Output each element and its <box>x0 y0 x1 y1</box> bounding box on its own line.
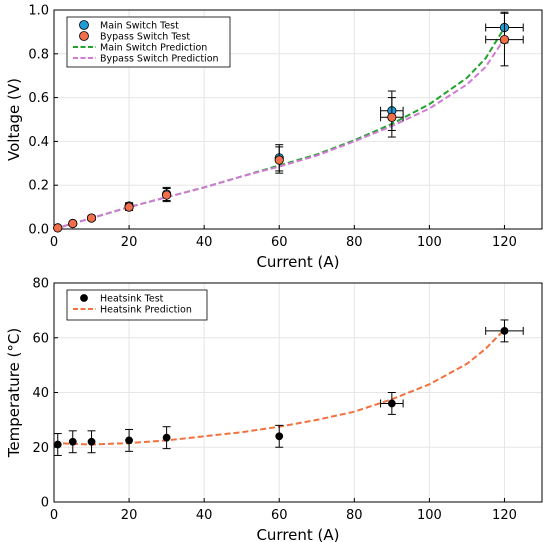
x-tick-label: 100 <box>417 235 442 250</box>
legend-item: Bypass Switch Test <box>79 31 190 43</box>
y-tick-label: 0.8 <box>28 47 49 62</box>
legend-label: Main Switch Test <box>100 21 179 32</box>
data-point <box>68 437 77 446</box>
x-tick-label: 40 <box>196 235 213 250</box>
legend-label: Main Switch Prediction <box>100 43 207 54</box>
x-axis-label: Current (A) <box>256 526 339 542</box>
data-point <box>162 190 172 200</box>
y-tick-label: 40 <box>32 386 49 401</box>
plot-frame <box>53 9 543 230</box>
x-tick-label: 0 <box>50 508 58 523</box>
x-tick-label: 120 <box>492 235 517 250</box>
legend-item: Main Switch Test <box>79 20 179 32</box>
legend-label: Bypass Switch Test <box>100 32 190 43</box>
y-tick-label: 0.0 <box>28 223 49 238</box>
legend-item: Bypass Switch Prediction <box>73 54 219 65</box>
y-axis-label: Temperature (°C) <box>5 328 23 458</box>
data-point <box>500 327 509 335</box>
legend-label: Heatsink Test <box>100 294 164 305</box>
y-tick-label: 0.2 <box>28 179 49 194</box>
y-tick-label: 80 <box>32 277 49 292</box>
x-tick-label: 80 <box>346 235 363 250</box>
legend-box <box>66 16 231 68</box>
y-tick-label: 1.0 <box>28 4 49 19</box>
chart-1: 0 20 40 60 80 100 120 0.0 0.2 0.4 0.6 0.8 1.0 Current… <box>5 4 543 271</box>
x-tick-label: 80 <box>346 508 363 523</box>
x-tick-label: 20 <box>121 235 138 250</box>
x-tick-label: 100 <box>417 508 442 523</box>
data-point <box>68 218 78 229</box>
x-tick-label: 60 <box>271 508 288 523</box>
legend-label: Heatsink Prediction <box>100 305 192 316</box>
data-point <box>499 34 510 45</box>
x-tick-label: 120 <box>492 508 517 523</box>
x-tick-label: 0 <box>50 235 58 250</box>
series-line-4 <box>54 37 506 229</box>
x-tick-label: 60 <box>271 235 288 250</box>
legend-marker <box>80 294 88 302</box>
data-point <box>124 202 134 212</box>
chart-2: 0 20 40 60 80 100 120 0 20 40 60 80 Current (A) Tempe… <box>5 277 543 542</box>
legend-marker <box>79 20 89 30</box>
y-axis-label: Voltage (V) <box>5 78 23 161</box>
legend-label: Bypass Switch Prediction <box>100 54 219 65</box>
y-tick-label: 20 <box>32 441 49 456</box>
x-tick-label: 40 <box>196 508 213 523</box>
data-point <box>125 436 133 445</box>
series-line-2 <box>54 328 506 446</box>
legend-item: Heatsink Prediction <box>73 305 192 316</box>
data-point <box>387 112 397 122</box>
data-point <box>53 223 63 233</box>
legend-item: Heatsink Test <box>80 294 164 305</box>
data-point <box>86 213 97 223</box>
data-point <box>275 432 284 441</box>
y-tick-label: 0.4 <box>28 135 49 150</box>
data-point <box>53 440 62 449</box>
y-tick-label: 0 <box>41 496 49 511</box>
legend-marker <box>79 31 89 41</box>
y-tick-label: 0.6 <box>28 91 49 106</box>
legend-item: Main Switch Prediction <box>73 43 207 54</box>
y-tick-label: 60 <box>32 331 49 346</box>
data-point <box>274 155 284 165</box>
data-point <box>162 433 171 442</box>
data-point <box>387 399 396 408</box>
data-point <box>87 437 96 446</box>
series-points-1 <box>53 319 524 456</box>
x-axis-label: Current (A) <box>256 253 339 271</box>
series-points-2 <box>53 12 524 233</box>
legend-box <box>66 289 208 321</box>
x-tick-label: 20 <box>121 508 138 523</box>
